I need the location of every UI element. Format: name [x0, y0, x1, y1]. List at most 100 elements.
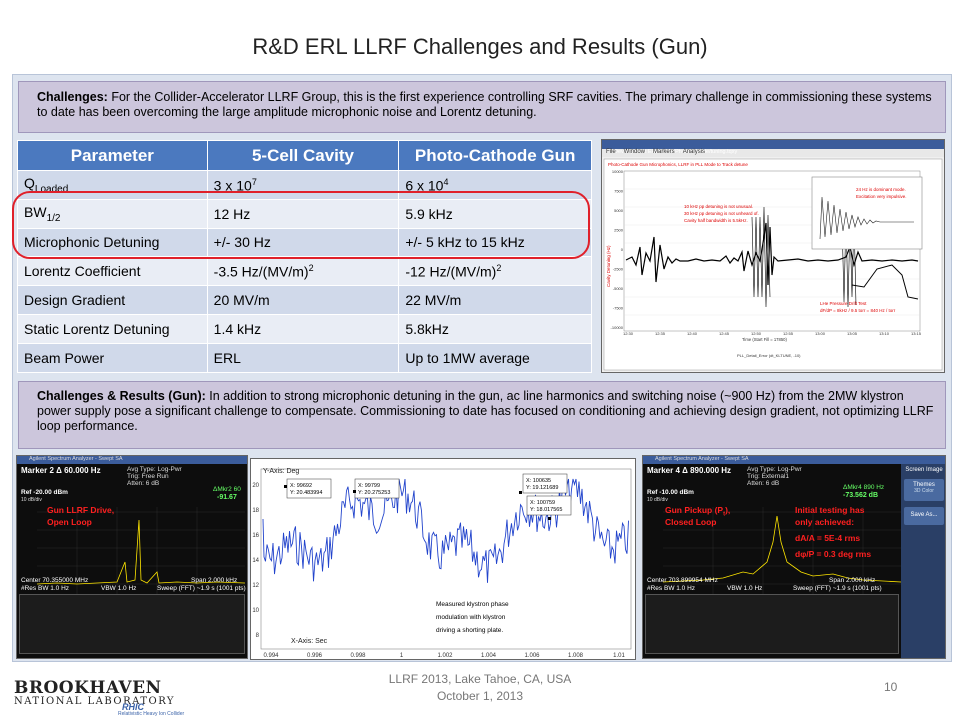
challenges-callout: Challenges: For the Collider-Accelerator… [18, 81, 946, 133]
sa-right-trace [662, 507, 902, 594]
menu-bar: File Window Markers Analysis [602, 149, 944, 157]
table-cell: +/- 5 kHz to 15 kHz [398, 227, 592, 258]
caption: Measured klystron phase [436, 601, 509, 608]
ref-level: Ref -10.00 dBm [647, 489, 694, 496]
res-bw: #Res BW 1.0 Hz [647, 585, 696, 592]
q-subscript: Loaded [34, 183, 69, 195]
brookhaven-logo: BROOKHAVEN NATIONAL LABORATORY RHIC Rela… [14, 678, 204, 718]
result-note: dφ/P = 0.3 deg rms [795, 549, 872, 559]
marker-readout: Marker 2 Δ 60.000 Hz [21, 466, 101, 475]
table-cell: Lorentz Coefficient [17, 256, 208, 287]
data-tip: X: 99692 [290, 483, 312, 489]
x-tick-label: 1.01 [613, 653, 625, 659]
y-tick-label: 20 [252, 483, 259, 489]
y-tick-label: 14 [252, 558, 259, 564]
y-tick-label: 10000 [612, 169, 624, 174]
vbw: VBW 1.0 Hz [101, 585, 137, 592]
side-menu: Screen Image Themes 3D Color Save As... [901, 464, 945, 658]
x-tick-label: 12:40 [687, 331, 698, 336]
caption: driving a shorting plate. [436, 627, 503, 634]
data-tip: Y: 20.275253 [358, 490, 390, 496]
result-note: Initial testing has [795, 505, 865, 515]
menu-markers[interactable]: Markers [653, 149, 675, 155]
highlight-ellipse [12, 191, 590, 259]
x-tick-label: 1.002 [437, 653, 453, 659]
annotation: 30 kHz pp detuning is not unheard of. [684, 211, 759, 216]
logo-name: BROOKHAVEN [14, 678, 162, 698]
y-tick-label: -7500 [613, 306, 624, 311]
attenuation: Atten: 6 dB [747, 480, 780, 487]
table-cell: Design Gradient [17, 285, 208, 315]
x-tick-label: 12:45 [719, 331, 730, 336]
avg-type: Avg Type: Log-Pwr [747, 466, 802, 473]
annotation: Excitation very impulsive. [856, 194, 907, 199]
table-row-bw: BW1/2 12 Hz 5.9 kHz [17, 198, 592, 229]
y-tick-label: -10000 [611, 325, 624, 330]
button-label: Save As... [910, 512, 938, 518]
table-cell: Beam Power [17, 342, 208, 373]
gun-results-text: In addition to strong microphonic detuni… [37, 389, 934, 433]
annotation: 24 Hz is dominant mode. [856, 187, 906, 192]
annotation: dF/dP = 8kHz / 9.5 torr = 840 Hz / torr [820, 308, 896, 313]
table-cell: 20 MV/m [206, 285, 400, 315]
table-cell: -12 Hz/(MV/m)2 [398, 256, 592, 287]
table-cell: 6 x 104 [398, 170, 592, 200]
header-parameter: Parameter [17, 140, 208, 171]
exponent: 4 [443, 176, 449, 187]
spectrum-analyzer-open-loop: Agilent Spectrum Analyzer - Swept SA Mar… [16, 455, 248, 659]
table-cell: 12 Hz [206, 198, 400, 229]
y-tick-label: 2500 [614, 228, 624, 233]
button-label: Themes [913, 482, 935, 488]
spectrum-analyzer-closed-loop: Agilent Spectrum Analyzer - Swept SA Mar… [642, 455, 946, 659]
gun-q-value: 6 x 10 [405, 177, 444, 194]
x-tick-label: 1.008 [568, 653, 584, 659]
gun-lorentz: -12 Hz/(MV/m) [405, 263, 497, 280]
sa-titlebar: Agilent Spectrum Analyzer - Swept SA [643, 456, 945, 464]
table-cell: BW1/2 [17, 198, 208, 229]
delta-marker-value: -73.562 dB [843, 492, 879, 499]
save-as-button[interactable]: Save As... [904, 507, 944, 525]
table-row-gradient: Design Gradient 20 MV/m 22 MV/m [17, 285, 592, 315]
center-freq: Center 703.899954 MHz [647, 577, 718, 584]
exponent: 7 [251, 176, 257, 187]
table-cell: +/- 30 Hz [206, 227, 400, 258]
data-tip: Y: 18.017565 [530, 507, 562, 513]
x-axis-label: X-Axis: Sec [291, 638, 328, 645]
table-cell: -3.5 Hz/(MV/m)2 [206, 256, 400, 287]
menu-window[interactable]: Window [623, 149, 646, 155]
parameter-table: Parameter 5-Cell Cavity Photo-Cathode Gu… [17, 140, 592, 373]
window-titlebar: Development ERL/LLRF/Photocathode/tuning… [602, 140, 944, 155]
table-cell: Static Lorentz Detuning [17, 313, 208, 344]
plot-title: Photo-Cathode Gun Microphonics, LLRF in … [608, 162, 748, 167]
challenges-text: For the Collider-Accelerator LLRF Group,… [37, 90, 932, 119]
header-5-cell-cavity: 5-Cell Cavity [206, 140, 400, 171]
res-bw: #Res BW 1.0 Hz [21, 585, 70, 592]
span: Span 2.000 kHz [191, 577, 238, 584]
annotation: Cavity half bandwidth is 5.5kHz. [684, 218, 748, 223]
marker-readout: Marker 4 Δ 890.000 Hz [647, 466, 732, 475]
x-tick-label: 13:05 [847, 331, 858, 336]
x-tick-label: 1.006 [524, 653, 540, 659]
klystron-phase-plot: 20 18 16 14 12 10 8 0.994 0.996 0.998 1 1.002 1.004… [250, 458, 636, 660]
themes-button[interactable]: Themes 3D Color [904, 479, 944, 501]
sweep: Sweep (FFT) ~1.9 s (1001 pts) [793, 585, 882, 592]
bw-subscript: 1/2 [46, 212, 61, 224]
result-note: dA/A = 5E-4 rms [795, 533, 861, 543]
y-tick-label: 7500 [614, 189, 624, 194]
gun-results-label: Challenges & Results (Gun): [37, 389, 206, 403]
delta-marker: ΔMkr2 60 [213, 486, 241, 493]
label-text: Gun Pickup (P [665, 505, 724, 515]
menu-file[interactable]: File [606, 149, 616, 155]
table-cell: Microphonic Detuning [17, 227, 208, 258]
ref-level: Ref -20.00 dBm [21, 489, 68, 496]
center-freq: Center 70.355000 MHz [21, 577, 89, 584]
side-menu-title: Screen Image [905, 467, 943, 473]
legend: PLL_Detail_Error (dt_KLTUNE, -10) [737, 353, 801, 358]
sa-titlebar: Agilent Spectrum Analyzer - Swept SA [17, 456, 247, 464]
logo-rhic-sub: Relativistic Heavy Ion Collider [118, 711, 185, 717]
x-tick-label: 12:35 [655, 331, 666, 336]
data-tip: X: 99799 [358, 483, 380, 489]
x-tick-label: 0.996 [307, 653, 323, 659]
table-cell: 22 MV/m [398, 285, 592, 315]
menu-analysis[interactable]: Analysis [682, 149, 706, 155]
